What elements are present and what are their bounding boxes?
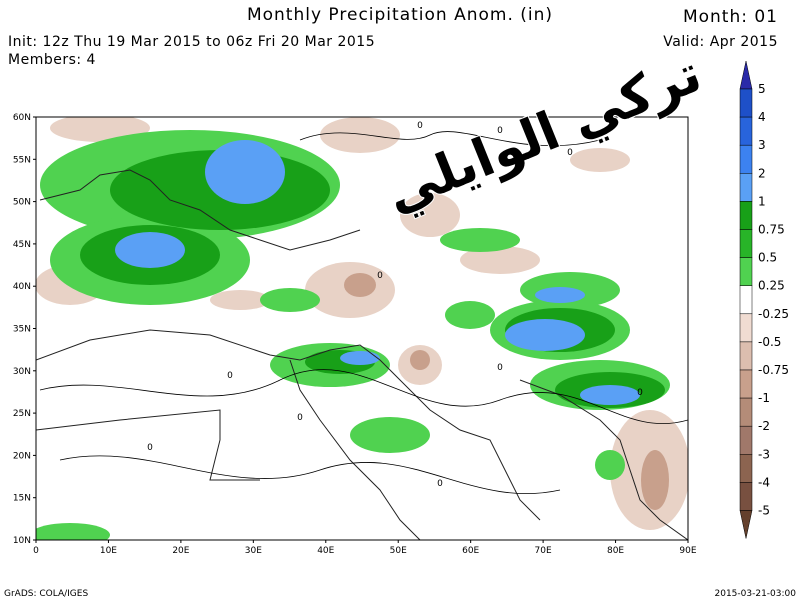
colorbar-segment — [739, 229, 753, 258]
lat-label: 35N — [13, 325, 31, 335]
colorbar-label: 5 — [758, 82, 766, 96]
colorbar-segment — [739, 369, 753, 399]
lat-label: 45N — [13, 240, 31, 250]
lat-label: 55N — [13, 155, 31, 165]
valid: Valid: Apr 2015 — [663, 34, 778, 50]
contour — [59, 455, 561, 495]
contour-labels: 0 0 0 0 0 0 0 0 0 0 — [147, 121, 643, 489]
lon-label: 50E — [390, 546, 407, 556]
colorbar-segment — [739, 313, 753, 343]
lat-label: 60N — [13, 113, 31, 123]
title: Monthly Precipitation Anom. (in) — [247, 5, 553, 25]
lon-label: 90E — [679, 546, 696, 556]
colorbar-segment — [739, 88, 753, 118]
dry-anomaly-strong — [344, 273, 669, 510]
colorbar-label: -0.75 — [758, 363, 789, 377]
members-line: Members: 4 — [8, 52, 96, 68]
contour — [299, 131, 601, 147]
contour-label: 0 — [637, 388, 643, 398]
colorbar-segment — [739, 482, 753, 511]
colorbar-segment — [739, 285, 753, 315]
colorbar-label: -4 — [758, 475, 770, 489]
contour-label: 0 — [227, 371, 233, 381]
coastline — [289, 359, 421, 540]
contour-label: 0 — [567, 148, 573, 158]
colorbar-label: 4 — [758, 110, 766, 124]
lon-label: 0 — [33, 546, 39, 556]
lon-label: 10E — [100, 546, 117, 556]
contour-label: 0 — [437, 479, 443, 489]
contour-label: 0 — [497, 363, 503, 373]
colorbar-label: 2 — [758, 166, 766, 180]
colorbar-top-triangle — [739, 60, 753, 90]
colorbar-label: -5 — [758, 504, 770, 518]
coastline — [36, 329, 541, 521]
lon-label: 80E — [607, 546, 624, 556]
colorbar: 5 4 3 2 1 0.75 0.5 0.25 -0.25 -0.5 -0.75 -1 -2 -3 -4 -5 — [739, 60, 789, 539]
wet-anomaly-strong — [115, 140, 640, 405]
month: Month: 01 — [683, 7, 778, 27]
contour-label: 0 — [377, 271, 383, 281]
colorbar-label: -0.5 — [758, 335, 781, 349]
colorbar-label: 0.5 — [758, 251, 777, 265]
colorbar-label: 3 — [758, 138, 766, 152]
colorbar-label: 0.25 — [758, 279, 785, 293]
lat-label: 15N — [13, 494, 31, 504]
colorbar-label: 0.75 — [758, 223, 785, 237]
colorbar-segment — [739, 341, 753, 371]
lat-label: 10N — [13, 536, 31, 546]
coastline — [39, 169, 361, 251]
colorbar-label: -0.25 — [758, 307, 789, 321]
lat-label: 40N — [13, 282, 31, 292]
map-area — [36, 117, 688, 540]
colorbar-bottom-triangle — [739, 510, 753, 539]
colorbar-segment — [739, 116, 753, 146]
lon-label: 20E — [172, 546, 189, 556]
contour-label: 0 — [147, 443, 153, 453]
colorbar-label: -1 — [758, 391, 770, 405]
footer-right: 2015-03-21-03:00 — [715, 589, 797, 599]
init-line: Init: 12z Thu 19 Mar 2015 to 06z Fri 20 … — [8, 34, 375, 50]
colorbar-segment — [739, 425, 753, 455]
colorbar-segment — [739, 201, 753, 230]
lon-label: 30E — [245, 546, 262, 556]
footer-left: GrADS: COLA/IGES — [4, 589, 88, 599]
lon-label: 70E — [535, 546, 552, 556]
colorbar-segment — [739, 173, 753, 202]
contour-label: 0 — [297, 413, 303, 423]
lon-label: 60E — [462, 546, 479, 556]
colorbar-label: -2 — [758, 419, 770, 433]
colorbar-label: 1 — [758, 194, 766, 208]
contour-label: 0 — [417, 121, 423, 131]
colorbar-segment — [739, 257, 753, 286]
lat-label: 25N — [13, 409, 31, 419]
border — [36, 409, 260, 481]
lat-label: 50N — [13, 198, 31, 208]
contour — [39, 369, 688, 425]
colorbar-segment — [739, 454, 753, 483]
lat-label: 30N — [13, 367, 31, 377]
coastline — [519, 379, 688, 540]
colorbar-segment — [739, 397, 753, 427]
colorbar-label: -3 — [758, 447, 770, 461]
contour-label: 0 — [497, 126, 503, 136]
colorbar-segment — [739, 144, 753, 174]
lon-label: 40E — [317, 546, 334, 556]
lat-label: 20N — [13, 451, 31, 461]
